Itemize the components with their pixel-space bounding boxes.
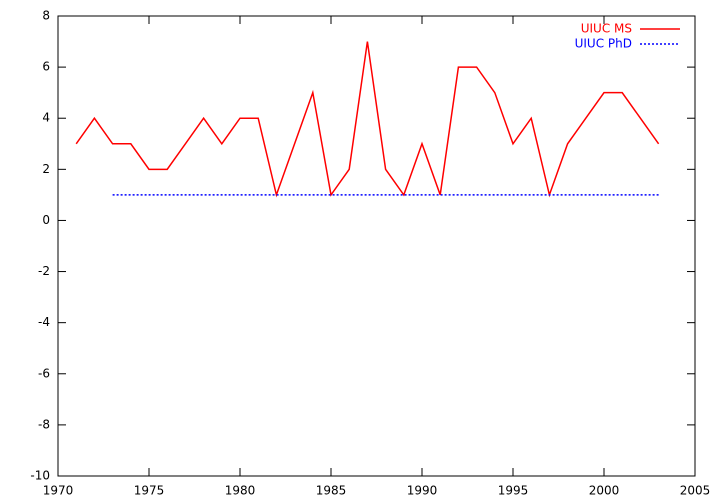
x-tick-label: 1980 — [225, 484, 256, 498]
y-tick-label: -8 — [38, 417, 50, 431]
x-tick-label: 2005 — [680, 484, 711, 498]
plot-border — [57, 15, 696, 477]
x-tick-label: 1985 — [316, 484, 347, 498]
y-tick-label: 0 — [42, 213, 50, 227]
x-tick-label: 1970 — [43, 484, 74, 498]
y-tick-label: 6 — [42, 60, 50, 74]
data-line — [75, 41, 660, 198]
legend-label: UIUC MS — [581, 22, 632, 36]
x-tick-label: 1990 — [407, 484, 438, 498]
x-tick-label: 1975 — [134, 484, 165, 498]
y-tick-label: 8 — [42, 9, 50, 23]
y-tick-label: 2 — [42, 162, 50, 176]
y-tick-label: -4 — [38, 315, 50, 329]
y-tick-label: -10 — [30, 469, 50, 483]
x-tick-label: 2000 — [589, 484, 620, 498]
legend-label: UIUC PhD — [575, 37, 632, 51]
y-tick-label: 4 — [42, 111, 50, 125]
y-tick-label: -2 — [38, 264, 50, 278]
y-tick-label: -6 — [38, 366, 50, 380]
x-tick-label: 1995 — [498, 484, 529, 498]
